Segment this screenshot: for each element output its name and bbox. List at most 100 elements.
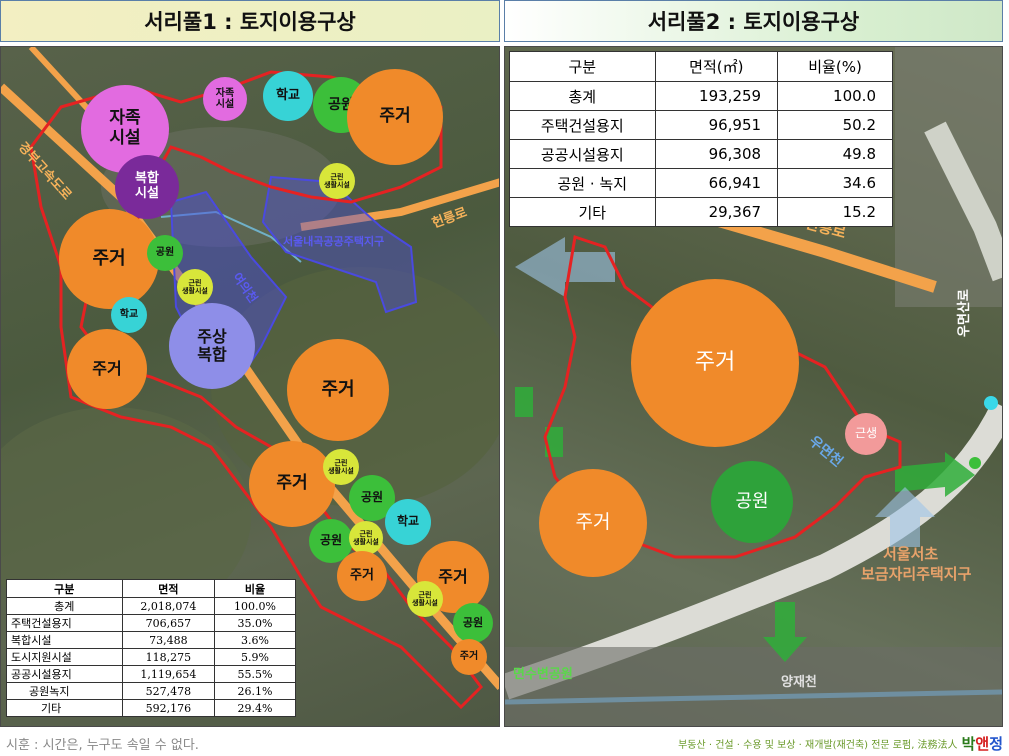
blue-arrow — [515, 237, 615, 297]
housing-bubble-small: 주거 — [539, 469, 647, 577]
row-area: 29,367 — [654, 197, 779, 227]
neighborhood-facility-bubble-2: 근린 생활시설 — [177, 269, 213, 305]
district-label-line1: 서울서초 — [883, 545, 939, 563]
hunneung-road-line — [300, 178, 499, 231]
row-name: 총계 — [6, 597, 123, 615]
district-label-line2: 보금자리주택지구 — [861, 565, 972, 583]
housing-bubble-large: 주거 — [631, 279, 799, 447]
right-land-area-table: 구분 면적(㎡) 비율(%) 총계 193,259 100.0 주택건설용지 9… — [509, 51, 893, 227]
table-row: 기타 29,367 15.2 — [509, 197, 893, 227]
row-area: 592,176 — [121, 699, 216, 717]
row-name: 공원 · 녹지 — [509, 168, 656, 198]
footer-source: 시훈 : 시간은, 누구도 속일 수 없다. — [6, 737, 199, 753]
row-ratio: 50.2 — [777, 110, 893, 140]
housing-bubble-left: 주거 — [59, 209, 159, 309]
terrain-patch — [1, 407, 251, 627]
district-label: 서울내곡공공주택지구 — [283, 235, 385, 248]
table-header-row: 구분 면적 비율 — [6, 579, 296, 598]
school-bubble-mid: 학교 — [385, 499, 431, 545]
mixed-residential-bubble: 주상 복합 — [169, 303, 255, 389]
row-area: 193,259 — [654, 81, 779, 111]
row-ratio: 55.5% — [214, 665, 296, 683]
table-row: 기타 592,176 29.4% — [6, 699, 296, 717]
footer-brand-part1: 박 — [961, 734, 976, 753]
housing-bubble-center: 주거 — [287, 339, 389, 441]
right-map-base — [505, 47, 1002, 726]
row-ratio: 100.0% — [214, 597, 296, 615]
left-land-area-table: 구분 면적 비율 총계 2,018,074 100.0% 주택건설용지 706,… — [6, 579, 296, 717]
green-arrow — [763, 602, 807, 662]
row-ratio: 100.0 — [777, 81, 893, 111]
row-name: 기타 — [6, 699, 123, 717]
table-row: 총계 193,259 100.0 — [509, 81, 893, 111]
left-land-use-map: 경부고속도로 헌릉로 서울내곡공공주택지구 여의천 자족 시설 자족 시설 학교… — [0, 46, 500, 727]
row-name: 도시지원시설 — [6, 648, 123, 666]
row-name: 복합시설 — [6, 631, 123, 649]
row-area: 73,488 — [121, 631, 216, 649]
hunneung-road-line — [703, 211, 937, 293]
expressway-line — [924, 121, 1002, 282]
stream-line — [505, 689, 1002, 705]
yangjae-stream-label: 양재천 — [781, 675, 817, 690]
table-row: 복합시설 73,488 3.6% — [6, 631, 296, 649]
park-bubble-bottom: 공원 — [453, 603, 493, 643]
footer-brand-part2: 앤 — [975, 734, 990, 753]
row-name: 공공시설용지 — [509, 139, 656, 169]
green-mark — [515, 387, 533, 417]
housing-bubble-top-right: 주거 — [347, 69, 443, 165]
right-panel-title: 서리풀2 : 토지이용구상 — [504, 0, 1003, 42]
footer-tagline: 부동산 · 건설 · 수용 및 보상 · 재개발(재건축) 전문 로펌, 法務法… — [678, 739, 958, 751]
table-row: 주택건설용지 96,951 50.2 — [509, 110, 893, 140]
naegok-district-area — [261, 175, 418, 314]
row-ratio: 35.0% — [214, 614, 296, 632]
row-area: 96,951 — [654, 110, 779, 140]
school-bubble-top: 학교 — [263, 71, 313, 121]
waterside-park-label: 면수변공원 — [513, 667, 573, 682]
header-area: 면적 — [121, 579, 216, 598]
green-arrow — [895, 452, 975, 497]
row-ratio: 49.8 — [777, 139, 893, 169]
header-category: 구분 — [509, 51, 656, 82]
table-row: 공공시설용지 96,308 49.8 — [509, 139, 893, 169]
row-ratio: 26.1% — [214, 682, 296, 700]
park-bubble-left: 공원 — [147, 235, 183, 271]
neighborhood-facility-bubble: 근생 — [845, 413, 887, 455]
row-area: 527,478 — [121, 682, 216, 700]
housing-bubble-lower-left: 주거 — [67, 329, 147, 409]
footer-brand-part3: 정 — [989, 734, 1003, 753]
header-ratio: 비율(%) — [777, 51, 893, 82]
row-name: 기타 — [509, 197, 656, 227]
school-bubble-left: 학교 — [111, 297, 147, 333]
table-row: 공원녹지 527,478 26.1% — [6, 682, 296, 700]
left-panel-title: 서리풀1 : 토지이용구상 — [0, 0, 500, 42]
housing-bubble-lower-center: 주거 — [249, 441, 335, 527]
self-sufficient-facility-bubble: 자족 시설 — [81, 85, 169, 173]
row-ratio: 5.9% — [214, 648, 296, 666]
row-area: 2,018,074 — [121, 597, 216, 615]
row-ratio: 15.2 — [777, 197, 893, 227]
neighborhood-facility-bubble-5: 근린 생활시설 — [407, 581, 443, 617]
row-ratio: 3.6% — [214, 631, 296, 649]
housing-bubble-bottom-tiny: 주거 — [451, 639, 487, 675]
row-ratio: 34.6 — [777, 168, 893, 198]
right-land-use-map: 헌릉로 우면산로 우면천 서울서초 보금자리주택지구 면수변공원 양재천 주거 … — [504, 46, 1003, 727]
table-row: 공원 · 녹지 66,941 34.6 — [509, 168, 893, 198]
row-area: 118,275 — [121, 648, 216, 666]
blue-arrow — [875, 487, 935, 547]
row-area: 706,657 — [121, 614, 216, 632]
housing-bubble-bottom-small: 주거 — [337, 551, 387, 601]
header-ratio: 비율 — [214, 579, 296, 598]
neighborhood-facility-bubble-4: 근린 생활시설 — [349, 521, 383, 555]
row-name: 총계 — [509, 81, 656, 111]
table-row: 도시지원시설 118,275 5.9% — [6, 648, 296, 666]
umyeonsan-road-label: 우면산로 — [957, 289, 972, 337]
table-header-row: 구분 면적(㎡) 비율(%) — [509, 51, 893, 82]
urban-patch — [505, 647, 1002, 726]
location-marker — [984, 396, 998, 410]
complex-facility-bubble: 복합 시설 — [115, 155, 179, 219]
footer-tagline-group: 부동산 · 건설 · 수용 및 보상 · 재개발(재건축) 전문 로펌, 法務法… — [678, 730, 1003, 756]
row-area: 1,119,654 — [121, 665, 216, 683]
row-area: 66,941 — [654, 168, 779, 198]
neighborhood-facility-bubble-3: 근린 생활시설 — [323, 449, 359, 485]
table-row: 공공시설용지 1,119,654 55.5% — [6, 665, 296, 683]
